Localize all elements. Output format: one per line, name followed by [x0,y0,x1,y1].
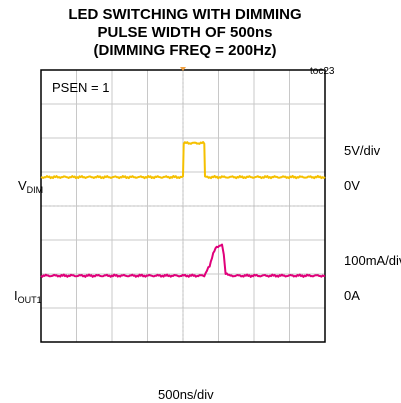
plot-traces [40,141,326,278]
vdim-channel-label: VDIM [18,178,44,195]
vdim-scale-label: 5V/div [344,143,381,158]
trace-iout1 [40,243,326,278]
trace-vdim [40,141,326,180]
trigger-marker [180,67,186,71]
iout1-scale-label: 100mA/div [344,253,401,268]
iout1-zero-label: 0A [344,288,360,303]
toc-corner-label: toc23 [310,66,335,77]
iout1-channel-label: IOUT1 [14,288,42,305]
chart-title-line-1: LED SWITCHING WITH DIMMING [68,6,302,23]
plot-grid [40,67,326,343]
vdim-zero-label: 0V [344,178,360,193]
chart-title-line-3: (DIMMING FREQ = 200Hz) [93,42,277,59]
chart-title-line-2: PULSE WIDTH OF 500ns [97,24,273,41]
psen-annotation: PSEN = 1 [52,80,110,95]
x-scale-label: 500ns/div [158,387,214,402]
